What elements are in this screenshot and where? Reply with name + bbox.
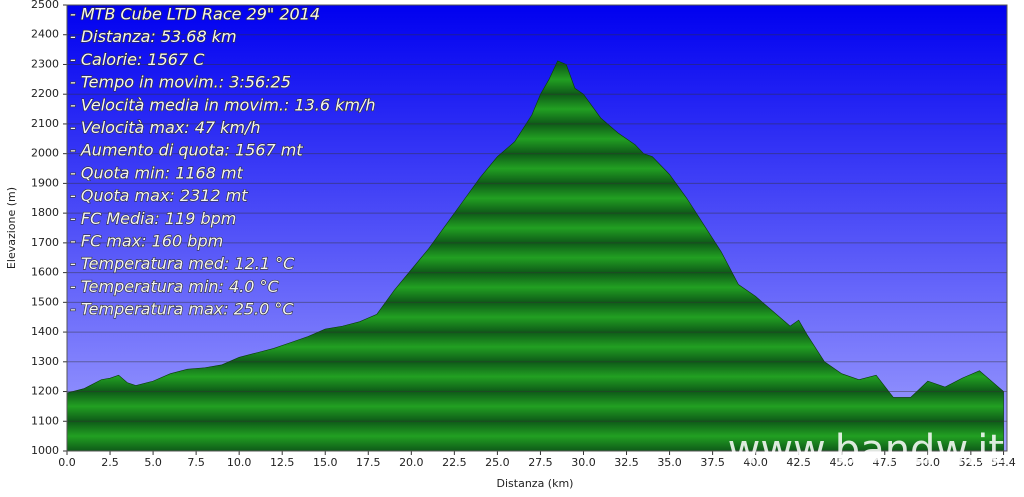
y-tick-label: 1400 xyxy=(31,325,59,338)
annotation: - Velocità media in movim.: 13.6 km/h xyxy=(70,95,375,114)
x-tick-label: 25.0 xyxy=(485,456,510,469)
annotation: - Quota max: 2312 mt xyxy=(70,186,248,205)
y-tick-label: 2400 xyxy=(31,28,59,41)
x-tick-label: 7.5 xyxy=(187,456,205,469)
y-tick-label: 1000 xyxy=(31,444,59,457)
x-tick-label: 15.0 xyxy=(313,456,338,469)
y-tick-label: 1500 xyxy=(31,295,59,308)
x-tick-label: 52.5 xyxy=(959,456,984,469)
x-tick-label: 47.5 xyxy=(873,456,898,469)
y-tick-label: 2200 xyxy=(31,87,59,100)
y-tick-label: 2300 xyxy=(31,57,59,70)
x-tick-label: 35.0 xyxy=(657,456,682,469)
y-tick-label: 1600 xyxy=(31,266,59,279)
annotation: - FC Media: 119 bpm xyxy=(70,209,236,228)
x-tick-label: 2.5 xyxy=(101,456,119,469)
annotation: - Calorie: 1567 C xyxy=(70,50,205,69)
annotation: - MTB Cube LTD Race 29" 2014 xyxy=(70,5,320,24)
x-tick-label: 22.5 xyxy=(442,456,467,469)
x-tick-label: 32.5 xyxy=(614,456,639,469)
annotation: - Distanza: 53.68 km xyxy=(70,27,237,46)
y-axis-label: Elevazione (m) xyxy=(5,187,18,269)
annotation: - Temperatura max: 25.0 °C xyxy=(70,300,294,319)
x-tick-label: 0.0 xyxy=(58,456,76,469)
x-tick-label: 27.5 xyxy=(528,456,553,469)
watermark: www.bandw.it xyxy=(728,427,1004,473)
annotation: - Temperatura min: 4.0 °C xyxy=(70,277,280,296)
y-tick-label: 1300 xyxy=(31,355,59,368)
x-tick-label: 37.5 xyxy=(700,456,725,469)
x-tick-label: 30.0 xyxy=(571,456,596,469)
x-tick-label: 17.5 xyxy=(356,456,381,469)
x-tick-label: 42.5 xyxy=(786,456,811,469)
annotation: - Temperatura med: 12.1 °C xyxy=(70,254,295,273)
x-tick-label: 50.0 xyxy=(916,456,941,469)
annotation: - Velocità max: 47 km/h xyxy=(70,118,261,137)
x-tick-label: 12.5 xyxy=(270,456,295,469)
annotation: - Tempo in movim.: 3:56:25 xyxy=(70,73,291,92)
y-tick-label: 2000 xyxy=(31,147,59,160)
elevation-area xyxy=(66,60,1004,452)
y-tick-label: 2500 xyxy=(31,0,59,11)
y-tick-label: 1900 xyxy=(31,176,59,189)
y-tick-label: 1200 xyxy=(31,385,59,398)
y-tick-label: 1100 xyxy=(31,414,59,427)
x-tick-label: 45.0 xyxy=(829,456,854,469)
x-tick-label: 40.0 xyxy=(743,456,768,469)
x-axis-label: Distanza (km) xyxy=(497,477,574,490)
annotation: - Quota min: 1168 mt xyxy=(70,163,244,182)
x-tick-label: 5.0 xyxy=(144,456,162,469)
y-tick-label: 1700 xyxy=(31,236,59,249)
annotation: - FC max: 160 bpm xyxy=(70,232,223,251)
annotation: - Aumento di quota: 1567 mt xyxy=(70,141,303,160)
x-tick-label: 10.0 xyxy=(227,456,252,469)
y-tick-label: 1800 xyxy=(31,206,59,219)
x-tick-label: 20.0 xyxy=(399,456,424,469)
y-tick-label: 2100 xyxy=(31,117,59,130)
plot-border xyxy=(66,4,1008,452)
x-tick-label: 54.4 xyxy=(991,456,1016,469)
